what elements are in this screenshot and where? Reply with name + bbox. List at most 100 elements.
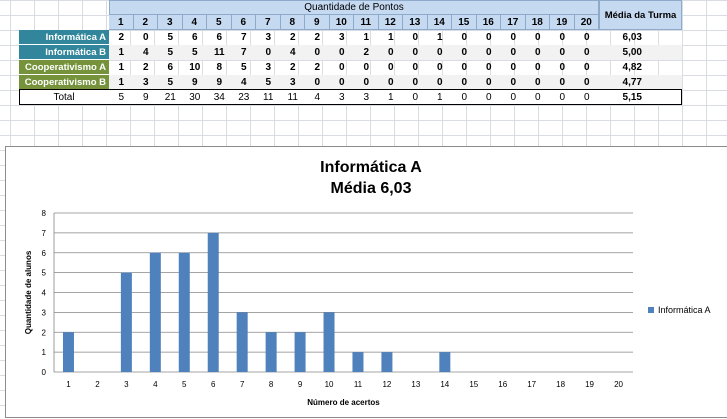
row-label[interactable]: Informática B: [19, 45, 109, 60]
table-cell[interactable]: 0: [427, 75, 452, 90]
table-cell[interactable]: 0: [461, 62, 468, 73]
table-cell[interactable]: 0: [305, 45, 330, 60]
table-cell[interactable]: 4: [231, 75, 256, 90]
row-average[interactable]: 6,03: [622, 32, 642, 43]
total-cell[interactable]: 0: [412, 91, 419, 103]
table-cell[interactable]: 0: [363, 62, 370, 73]
table-cell[interactable]: 0: [510, 32, 517, 43]
table-cell[interactable]: 0: [476, 45, 501, 60]
total-cell[interactable]: 30: [189, 91, 201, 103]
row-label[interactable]: Informática A: [19, 30, 109, 45]
total-cell[interactable]: 0: [485, 91, 492, 103]
group-header[interactable]: Quantidade de Pontos: [109, 0, 599, 15]
table-cell[interactable]: 1: [436, 32, 443, 43]
table-cell[interactable]: 0: [476, 75, 501, 90]
row-average[interactable]: 4,82: [622, 62, 642, 73]
table-cell[interactable]: 0: [403, 75, 428, 90]
column-header[interactable]: 10: [329, 15, 354, 30]
total-cell[interactable]: 0: [534, 91, 541, 103]
average-header[interactable]: Média da Turma: [599, 0, 682, 30]
column-header[interactable]: 17: [501, 15, 526, 30]
table-cell[interactable]: 6: [216, 32, 223, 43]
table-cell[interactable]: 2: [314, 62, 321, 73]
column-header[interactable]: 20: [574, 15, 599, 30]
table-cell[interactable]: 2: [289, 62, 296, 73]
total-cell[interactable]: 1: [436, 91, 443, 103]
bar-chart[interactable]: Informática A Média 6,03 0 1 2 3 4 5 6 7 8 1 2 3 4 5 6 7 8…: [5, 146, 727, 418]
table-cell[interactable]: 1: [109, 75, 134, 90]
table-cell[interactable]: 0: [436, 62, 443, 73]
total-average[interactable]: 5,15: [622, 91, 642, 103]
table-cell[interactable]: 1: [387, 32, 394, 43]
table-cell[interactable]: 5: [158, 75, 183, 90]
table-cell[interactable]: 10: [189, 62, 201, 73]
column-header[interactable]: 9: [305, 15, 330, 30]
total-cell[interactable]: 3: [363, 91, 370, 103]
total-cell[interactable]: 9: [142, 91, 149, 103]
table-cell[interactable]: 8: [216, 62, 223, 73]
column-header[interactable]: 3: [158, 15, 183, 30]
table-cell[interactable]: 0: [583, 62, 590, 73]
table-cell[interactable]: 6: [191, 32, 198, 43]
table-cell[interactable]: 5: [158, 45, 183, 60]
row-average[interactable]: 5,00: [599, 45, 682, 60]
table-cell[interactable]: 0: [403, 45, 428, 60]
table-cell[interactable]: 0: [378, 75, 403, 90]
table-cell[interactable]: 0: [534, 62, 541, 73]
total-cell[interactable]: 34: [213, 91, 225, 103]
table-cell[interactable]: 0: [485, 62, 492, 73]
table-cell[interactable]: 5: [182, 45, 207, 60]
total-label[interactable]: Total: [53, 91, 75, 103]
row-average[interactable]: 4,77: [599, 75, 682, 90]
table-cell[interactable]: 0: [354, 75, 379, 90]
table-cell[interactable]: 0: [329, 75, 354, 90]
table-cell[interactable]: 0: [559, 62, 566, 73]
table-cell[interactable]: 1: [109, 45, 134, 60]
total-cell[interactable]: 0: [510, 91, 517, 103]
total-cell[interactable]: 0: [559, 91, 566, 103]
table-cell[interactable]: 2: [289, 32, 296, 43]
row-label[interactable]: Cooperativismo A: [19, 60, 109, 75]
column-header[interactable]: 5: [207, 15, 232, 30]
table-cell[interactable]: 0: [412, 62, 419, 73]
column-header[interactable]: 11: [354, 15, 379, 30]
table-cell[interactable]: 0: [550, 45, 575, 60]
table-cell[interactable]: 0: [412, 32, 419, 43]
column-header[interactable]: 7: [256, 15, 281, 30]
table-cell[interactable]: 0: [452, 45, 477, 60]
total-cell[interactable]: 3: [338, 91, 345, 103]
table-cell[interactable]: 0: [452, 75, 477, 90]
table-cell[interactable]: 0: [461, 32, 468, 43]
table-cell[interactable]: 0: [329, 45, 354, 60]
table-cell[interactable]: 0: [387, 62, 394, 73]
table-cell[interactable]: 0: [574, 45, 599, 60]
table-cell[interactable]: 4: [280, 45, 305, 60]
column-header[interactable]: 19: [550, 15, 575, 30]
table-cell[interactable]: 3: [265, 32, 272, 43]
column-header[interactable]: 13: [403, 15, 428, 30]
column-header[interactable]: 8: [280, 15, 305, 30]
table-cell[interactable]: 5: [256, 75, 281, 90]
column-header[interactable]: 2: [133, 15, 158, 30]
table-cell[interactable]: 0: [525, 75, 550, 90]
table-cell[interactable]: 0: [142, 32, 149, 43]
column-header[interactable]: 1: [109, 15, 134, 30]
table-cell[interactable]: 2: [142, 62, 149, 73]
total-cell[interactable]: 0: [583, 91, 590, 103]
column-header[interactable]: 12: [378, 15, 403, 30]
total-cell[interactable]: 21: [164, 91, 176, 103]
table-cell[interactable]: 7: [231, 45, 256, 60]
table-cell[interactable]: 0: [559, 32, 566, 43]
table-cell[interactable]: 3: [280, 75, 305, 90]
total-cell[interactable]: 0: [461, 91, 468, 103]
table-cell[interactable]: 9: [182, 75, 207, 90]
table-cell[interactable]: 0: [550, 75, 575, 90]
table-cell[interactable]: 1: [118, 62, 125, 73]
table-cell[interactable]: 3: [265, 62, 272, 73]
row-label[interactable]: Cooperativismo B: [19, 75, 109, 90]
table-cell[interactable]: 11: [207, 45, 232, 60]
table-cell[interactable]: 2: [314, 32, 321, 43]
column-header[interactable]: 18: [525, 15, 550, 30]
table-cell[interactable]: 0: [338, 62, 345, 73]
table-cell[interactable]: 0: [574, 75, 599, 90]
